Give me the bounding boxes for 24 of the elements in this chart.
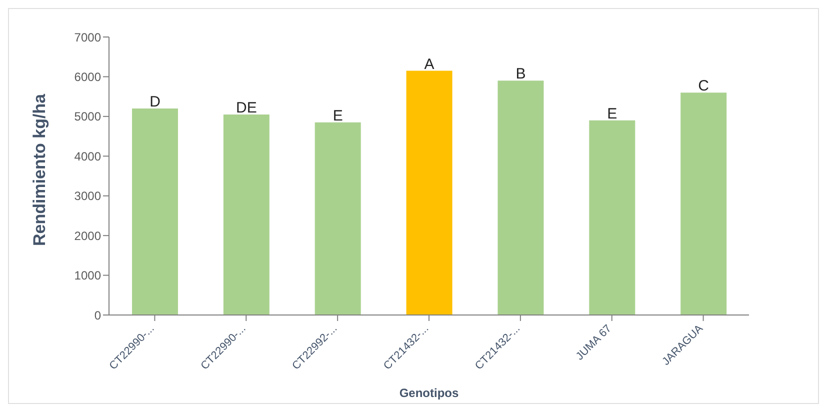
data-label: B xyxy=(516,66,526,83)
data-label: D xyxy=(150,93,161,110)
y-tick-label: 1000 xyxy=(74,268,102,283)
y-axis-title: Rendimiento kg/ha xyxy=(30,93,50,246)
bar xyxy=(314,122,361,315)
y-tick-label: 6000 xyxy=(74,70,102,84)
bar xyxy=(406,70,452,315)
data-label: C xyxy=(698,78,710,95)
bar xyxy=(223,114,270,315)
data-label: A xyxy=(424,56,434,73)
data-label: E xyxy=(332,107,343,124)
y-tick-label: 7000 xyxy=(74,30,102,44)
bar xyxy=(589,120,636,315)
y-tick-label: 4000 xyxy=(74,149,102,164)
bar xyxy=(498,80,544,315)
x-axis-title: Genotipos xyxy=(399,386,459,400)
y-tick-label: 3000 xyxy=(74,189,102,204)
y-tick-label: 0 xyxy=(94,308,102,322)
bar xyxy=(680,92,727,315)
data-label: E xyxy=(607,105,618,122)
y-tick-label: 5000 xyxy=(74,110,102,124)
bar xyxy=(132,108,178,315)
y-tick-label: 2000 xyxy=(74,228,102,243)
data-label: DE xyxy=(236,99,257,116)
